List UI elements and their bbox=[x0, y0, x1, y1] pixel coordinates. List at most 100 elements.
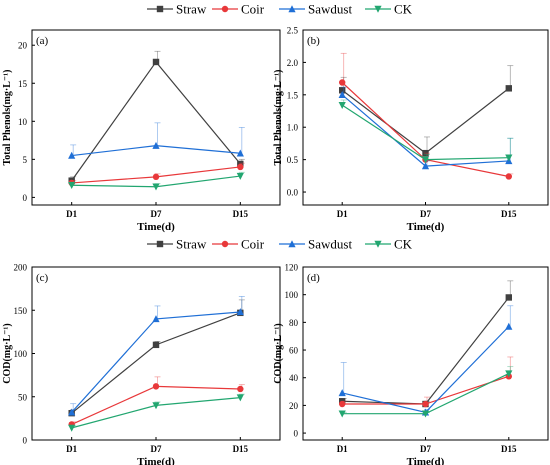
data-point bbox=[236, 394, 244, 402]
legend-label: Sawdust bbox=[308, 2, 352, 17]
y-axis-label: COD(mg·L⁻¹) bbox=[2, 323, 13, 384]
data-point bbox=[68, 182, 76, 190]
x-axis-label: Time(d) bbox=[137, 456, 175, 465]
y-axis-label: Total Phenols(mg·L⁻¹) bbox=[2, 70, 13, 166]
y-tick-label: 100 bbox=[14, 349, 28, 359]
panel-label: (d) bbox=[307, 272, 320, 284]
y-tick-label: 0.5 bbox=[287, 155, 299, 165]
series-line bbox=[342, 297, 510, 405]
y-axis-label: COD(mg·L⁻¹) bbox=[273, 323, 284, 384]
chart-panel: (c) 0 50 100 150 200 D1 D7 D15 Time(d) COD(mg·L⁻¹) bbox=[2, 263, 281, 465]
x-tick-label: D1 bbox=[337, 444, 348, 454]
data-point bbox=[422, 149, 429, 157]
legend-marker bbox=[288, 240, 296, 248]
data-point bbox=[421, 156, 430, 164]
y-tick-label: 2.0 bbox=[287, 58, 299, 68]
data-series bbox=[339, 65, 514, 157]
legend-item: Sawdust bbox=[279, 2, 352, 17]
legend-label: CK bbox=[394, 237, 413, 252]
legend-marker bbox=[288, 5, 296, 13]
legend-label: Straw bbox=[176, 2, 207, 17]
data-point bbox=[152, 315, 160, 323]
y-tick-label: 80 bbox=[289, 318, 299, 328]
legend-item: Sawdust bbox=[279, 237, 352, 252]
data-point bbox=[152, 402, 160, 410]
legend-marker bbox=[156, 5, 164, 13]
legend-marker bbox=[374, 5, 382, 13]
legend-item: Coir bbox=[212, 2, 265, 17]
data-point bbox=[421, 162, 430, 170]
x-tick-label: D7 bbox=[151, 444, 162, 454]
legend-item: Coir bbox=[212, 237, 265, 252]
x-tick-label: D15 bbox=[501, 209, 517, 219]
y-tick-label: 15 bbox=[18, 79, 28, 89]
series-line bbox=[342, 375, 509, 405]
data-series bbox=[68, 50, 245, 184]
data-point bbox=[152, 341, 160, 349]
panel-label: (a) bbox=[36, 35, 49, 47]
data-point bbox=[236, 172, 244, 180]
legend-label: Sawdust bbox=[308, 237, 352, 252]
data-point bbox=[152, 58, 160, 66]
series-line bbox=[341, 87, 510, 154]
y-tick-label: 150 bbox=[14, 306, 28, 316]
data-point bbox=[338, 389, 346, 397]
legend-item: CK bbox=[365, 237, 413, 252]
data-series bbox=[68, 171, 245, 191]
chart-panel: (a) 0 5 10 15 20 D1 D7 D15 Time(d) Total Phenols(m… bbox=[2, 29, 281, 233]
data-series bbox=[68, 393, 245, 432]
y-tick-label: 120 bbox=[285, 263, 299, 273]
data-series bbox=[339, 356, 514, 408]
y-axis-label: Total Phenols(mg·L⁻¹) bbox=[273, 70, 284, 166]
x-axis-label: Time(d) bbox=[137, 221, 175, 233]
y-tick-label: 50 bbox=[18, 392, 28, 402]
y-tick-label: 40 bbox=[289, 373, 299, 383]
legend-label: CK bbox=[394, 2, 413, 17]
data-point bbox=[237, 385, 244, 393]
data-point bbox=[505, 322, 513, 330]
data-point bbox=[505, 173, 512, 180]
data-point bbox=[68, 424, 76, 432]
data-point bbox=[422, 400, 429, 408]
data-series bbox=[68, 376, 245, 428]
series-line bbox=[342, 326, 510, 413]
y-tick-label: 100 bbox=[285, 290, 299, 300]
data-point bbox=[152, 183, 160, 191]
x-tick-label: D1 bbox=[337, 209, 348, 219]
chart-panel: (b) 0.0 0.5 1.0 1.5 2.0 2.5 D1 D7 D15 Time(d) Total… bbox=[273, 26, 549, 233]
y-tick-label: 0.0 bbox=[287, 188, 299, 198]
data-series bbox=[338, 99, 514, 164]
data-point bbox=[68, 151, 76, 159]
y-tick-label: 1.5 bbox=[287, 90, 299, 100]
panel-label: (c) bbox=[36, 272, 49, 284]
y-tick-label: 20 bbox=[18, 41, 28, 51]
y-tick-label: 1.0 bbox=[287, 123, 299, 133]
x-tick-label: D15 bbox=[233, 444, 249, 454]
y-tick-label: 0 bbox=[23, 193, 28, 203]
data-series bbox=[339, 280, 514, 408]
series-line bbox=[342, 373, 510, 415]
legend-label: Coir bbox=[241, 2, 265, 17]
series-line bbox=[71, 312, 241, 414]
legend-label: Coir bbox=[241, 237, 265, 252]
data-point bbox=[505, 294, 512, 301]
x-tick-label: D1 bbox=[66, 444, 77, 454]
data-point bbox=[237, 163, 244, 171]
legend-label: Straw bbox=[176, 237, 207, 252]
y-tick-label: 5 bbox=[23, 155, 28, 165]
data-point bbox=[152, 141, 160, 149]
x-tick-label: D15 bbox=[233, 209, 249, 219]
x-axis-label: Time(d) bbox=[407, 456, 445, 465]
legend-marker bbox=[374, 240, 382, 248]
legend-marker bbox=[156, 240, 164, 248]
data-point bbox=[152, 383, 160, 390]
data-series bbox=[68, 122, 245, 159]
panel-label: (b) bbox=[307, 35, 320, 47]
y-tick-label: 60 bbox=[289, 346, 299, 356]
data-point bbox=[68, 408, 76, 416]
data-point bbox=[505, 370, 513, 378]
data-point bbox=[338, 410, 346, 418]
y-tick-label: 0 bbox=[294, 429, 299, 439]
legend: Straw Coir Sawdust CK bbox=[147, 237, 413, 252]
